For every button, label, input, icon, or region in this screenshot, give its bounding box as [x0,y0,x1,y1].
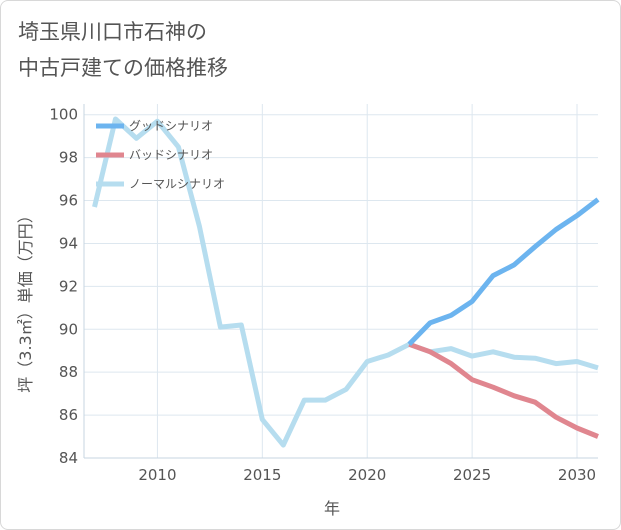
x-tick-label: 2015 [243,466,281,484]
legend-label-2: ノーマルシナリオ [129,177,225,191]
y-tick-label: 90 [59,320,78,338]
x-tick-label: 2010 [138,466,176,484]
legend-label-1: バッドシナリオ [129,148,213,162]
y-tick-label: 88 [59,363,78,381]
legend-label-0: グッドシナリオ [129,119,213,133]
axes: 84 86 88 90 92 94 96 98 100 2010 2015 2020 2025 2030 [49,104,598,484]
y-tick-label: 98 [59,149,78,167]
x-tick-label: 2025 [453,466,491,484]
y-tick-label: 86 [59,406,78,424]
chart-title-line-2: 中古戸建ての価格推移 [18,56,228,80]
y-tick-label: 94 [59,234,78,252]
y-tick-label: 96 [59,192,78,210]
series-line-0 [407,197,600,347]
x-axis-label: 年 [324,499,340,518]
plot-area [84,104,598,458]
y-tick-label: 84 [59,449,78,467]
series-line-2 [92,116,599,448]
y-tick-label: 100 [49,106,78,124]
x-tick-label: 2030 [558,466,596,484]
y-axis-label: 坪（3.3㎡）単価（万円） [16,207,35,392]
x-tick-label: 2020 [348,466,386,484]
y-tick-label: 92 [59,277,78,295]
series-layer [92,116,600,448]
chart-title: 埼玉県川口市石神の 中古戸建ての価格推移 [18,14,228,86]
series-line-1 [408,341,599,439]
chart-title-line-1: 埼玉県川口市石神の [18,20,207,44]
